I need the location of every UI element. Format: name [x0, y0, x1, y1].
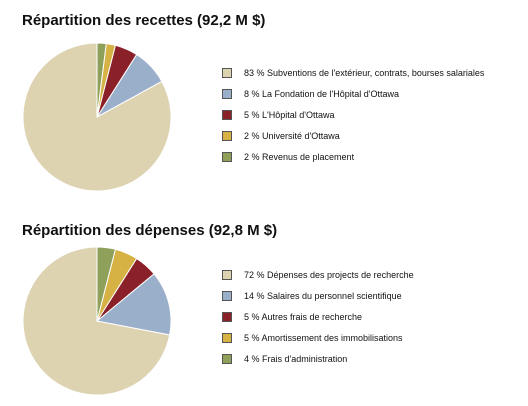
legend-swatch [222, 110, 232, 120]
legend-label: 83 % Subventions de l'extérieur, contrat… [244, 68, 485, 78]
legend-swatch [222, 68, 232, 78]
pie-slice [96, 42, 107, 118]
legend-swatch [222, 312, 232, 322]
legend-label: 5 % Amortissement des immobilisations [244, 333, 403, 343]
pie-chart [22, 246, 172, 396]
pie-chart [22, 42, 172, 192]
legend-label: 2 % Université d'Ottawa [244, 131, 340, 141]
legend-label: 8 % La Fondation de l'Hôpital d'Ottawa [244, 89, 400, 99]
chart-title: Répartition des recettes (92,2 M $) [22, 12, 266, 29]
legend-label: 5 % Autres frais de recherche [244, 312, 363, 322]
legend-label: 4 % Frais d'administration [244, 354, 348, 364]
legend-swatch [222, 333, 232, 343]
legend-swatch [222, 270, 232, 280]
legend-label: 5 % L'Hôpital d'Ottawa [244, 110, 335, 120]
legend-label: 72 % Dépenses des projects de recherche [244, 270, 414, 280]
legend-label: 14 % Salaires du personnel scientifique [244, 291, 402, 301]
legend-label: 2 % Revenus de placement [244, 152, 355, 162]
chart-title: Répartition des dépenses (92,8 M $) [22, 222, 278, 239]
legend-swatch [222, 354, 232, 364]
legend-swatch [222, 152, 232, 162]
legend-swatch [222, 89, 232, 99]
expense-chart: Répartition des dépenses (92,8 M $) 72 %… [0, 210, 528, 406]
legend-swatch [222, 131, 232, 141]
pie-slice [22, 42, 172, 192]
pie-slice [95, 273, 172, 336]
legend-swatch [222, 291, 232, 301]
revenue-chart: Répartition des recettes (92,2 M $) 83 %… [0, 0, 528, 200]
pie-slice [96, 246, 117, 322]
